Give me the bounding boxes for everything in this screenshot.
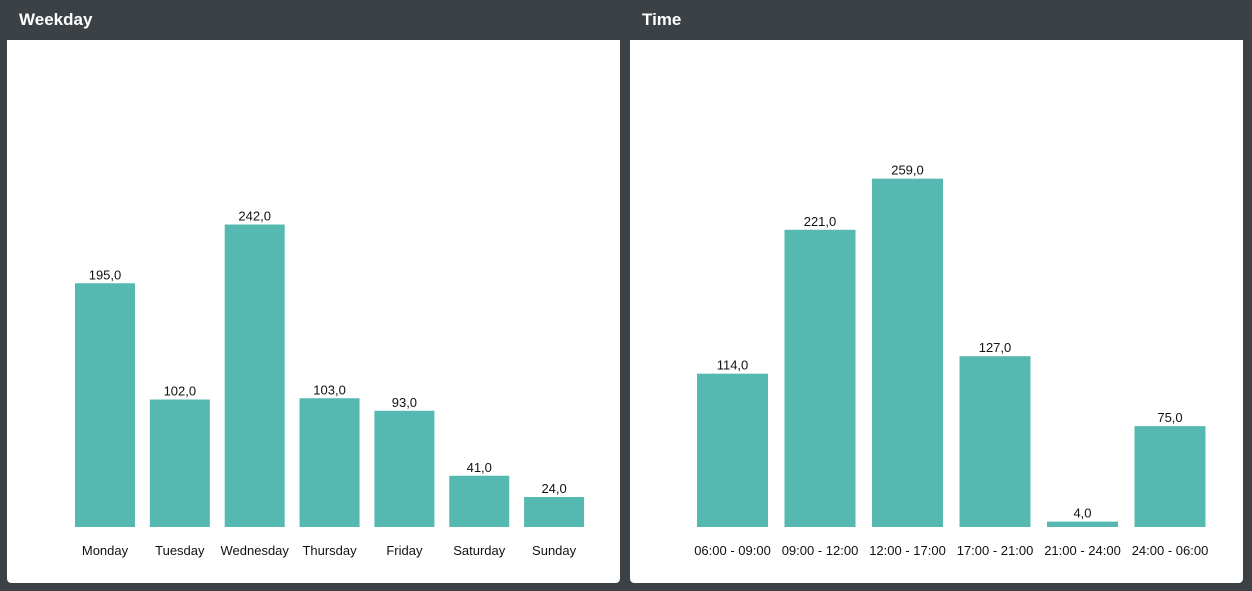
x-tick-label: 21:00 - 24:00 <box>1044 543 1121 558</box>
data-label: 102,0 <box>164 384 197 399</box>
x-tick-label: 17:00 - 21:00 <box>957 543 1034 558</box>
weekday-bar-chart: 195,0 Monday 102,0 Tuesday 242,0 Wednesday 103… <box>75 209 585 558</box>
panel-title: Weekday <box>19 10 93 29</box>
x-tick-label: Monday <box>82 543 129 558</box>
bar-saturday <box>449 475 510 527</box>
x-tick-label: Sunday <box>532 543 577 558</box>
data-label: 4,0 <box>1073 506 1091 521</box>
data-label: 103,0 <box>313 382 346 397</box>
bar-21-00-24-00 <box>1047 521 1118 527</box>
bar-06-00-09-00 <box>697 373 768 527</box>
x-tick-label: Friday <box>386 543 423 558</box>
bar-sunday <box>524 497 585 527</box>
data-label: 195,0 <box>89 267 122 282</box>
bar-09-00-12-00 <box>784 229 856 527</box>
bar-17-00-21-00 <box>959 356 1031 527</box>
bar-friday <box>374 410 435 527</box>
x-tick-label: Saturday <box>453 543 506 558</box>
data-label: 127,0 <box>979 340 1012 355</box>
data-label: 114,0 <box>717 358 749 373</box>
x-tick-label: Wednesday <box>220 543 289 558</box>
x-tick-label: 09:00 - 12:00 <box>782 543 859 558</box>
x-tick-label: 12:00 - 17:00 <box>869 543 946 558</box>
bar-24-00-06-00 <box>1134 426 1206 527</box>
x-tick-label: Thursday <box>302 543 357 558</box>
weekday-panel: Weekday 195,0 Monday 102,0 Tuesday 242,0 Wedn… <box>7 0 620 583</box>
bar-wednesday <box>224 224 285 527</box>
chart-area: 114,0 06:00 - 09:00 221,0 09:00 - 12:00 259,… <box>630 40 1243 583</box>
data-label: 24,0 <box>541 481 566 496</box>
data-label: 93,0 <box>392 395 417 410</box>
data-label: 242,0 <box>238 209 271 224</box>
x-tick-label: 24:00 - 06:00 <box>1132 543 1209 558</box>
data-label: 259,0 <box>891 163 924 178</box>
panel-title: Time <box>642 10 682 29</box>
x-tick-label: Tuesday <box>155 543 205 558</box>
time-bar-chart: 114,0 06:00 - 09:00 221,0 09:00 - 12:00 259,… <box>694 163 1209 558</box>
data-label: 41,0 <box>467 460 492 475</box>
bar-12-00-17-00 <box>872 178 943 528</box>
time-panel: Time 114,0 06:00 - 09:00 221,0 09:00 - 12:0… <box>630 0 1243 583</box>
data-label: 75,0 <box>1157 410 1182 425</box>
x-tick-label: 06:00 - 09:00 <box>694 543 771 558</box>
chart-area: 195,0 Monday 102,0 Tuesday 242,0 Wednesday 103… <box>7 40 620 583</box>
bar-thursday <box>299 398 360 527</box>
data-label: 221,0 <box>804 214 837 229</box>
bar-tuesday <box>149 399 210 527</box>
bar-monday <box>75 283 135 527</box>
